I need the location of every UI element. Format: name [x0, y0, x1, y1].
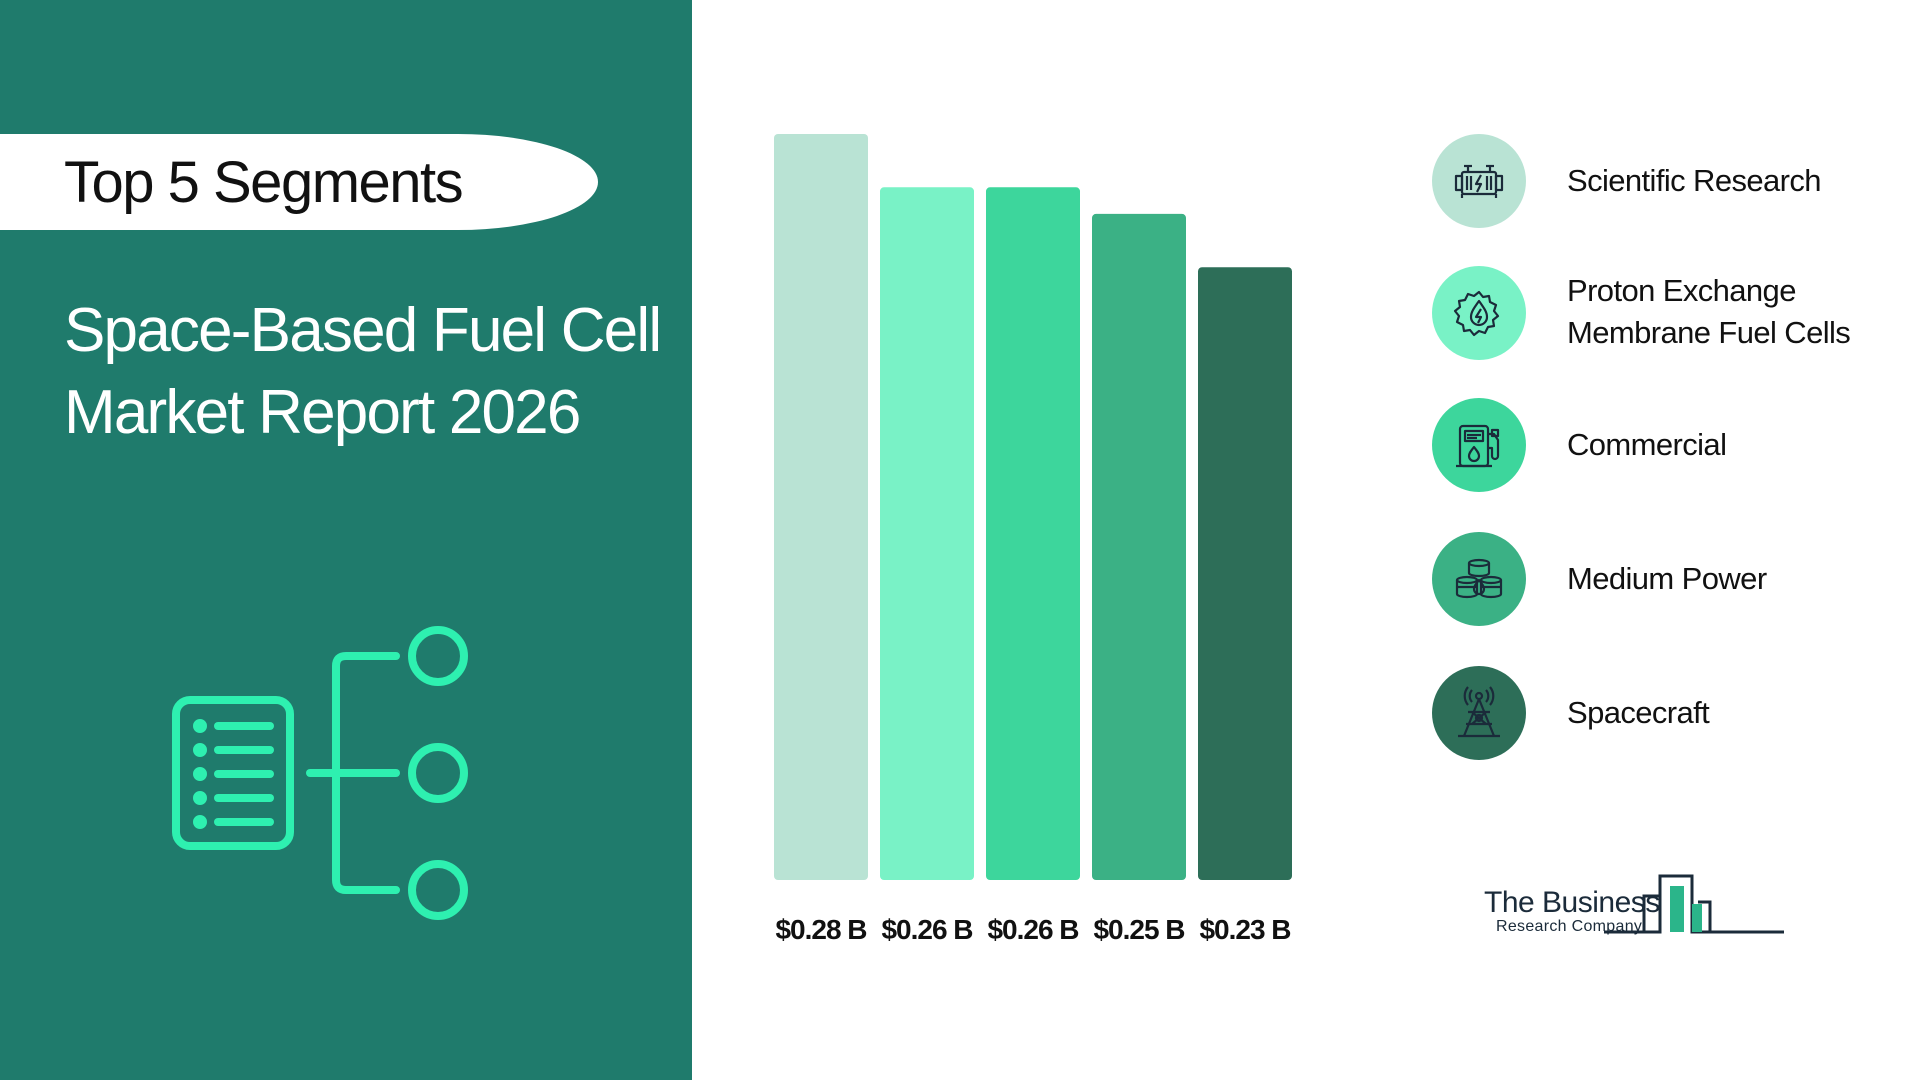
bar-1 [774, 134, 868, 880]
report-title-line1: Space-Based Fuel Cell [64, 296, 662, 365]
bar-value-label: $0.26 B [987, 914, 1079, 945]
legend-item: Proton Exchange Membrane Fuel Cells [1432, 266, 1892, 362]
legend-label-line: Proton Exchange [1567, 273, 1796, 308]
report-title-line2: Market Report 2026 [64, 378, 581, 447]
legend-label: Proton Exchange Membrane Fuel Cells [1567, 270, 1851, 354]
bar-5 [1198, 267, 1292, 880]
legend-label-line: Spacecraft [1567, 695, 1710, 730]
bar-chart: $0.28 B $0.26 B $0.26 B $0.25 B $0.23 B [740, 120, 1320, 960]
segments-tree-icon [172, 626, 468, 920]
legend-label-line: Medium Power [1567, 561, 1767, 596]
fuel-barrels-icon [1432, 532, 1526, 626]
legend-label: Scientific Research [1567, 160, 1822, 202]
transmission-tower-icon [1432, 666, 1526, 760]
fuel-cell-stack-icon [1432, 134, 1526, 228]
logo-line2: Research Company [1496, 918, 1643, 935]
logo-buildings-icon [1604, 874, 1784, 934]
bar-2 [880, 187, 974, 880]
legend-label: Spacecraft [1567, 692, 1710, 734]
left-panel: Top 5 Segments Space-Based Fuel Cell Mar… [0, 0, 692, 1080]
fuel-station-icon [1432, 398, 1526, 492]
legend-item: Spacecraft [1432, 666, 1892, 762]
bar-4 [1092, 213, 1186, 880]
bar-value-label: $0.25 B [1093, 914, 1185, 945]
bar-3 [986, 187, 1080, 880]
legend-label: Commercial [1567, 424, 1727, 466]
legend-label-line: Scientific Research [1567, 163, 1822, 198]
legend-item: Medium Power [1432, 532, 1892, 628]
logo-line1: The Business [1484, 886, 1660, 919]
legend-label-line: Membrane Fuel Cells [1567, 315, 1851, 350]
legend-label: Medium Power [1567, 558, 1767, 600]
report-title: Space-Based Fuel Cell Market Report 2026 [64, 290, 684, 454]
energy-gear-icon [1432, 266, 1526, 360]
legend-label-line: Commercial [1567, 427, 1727, 462]
segments-pill [0, 134, 598, 230]
bar-data-labels: $0.28 B $0.26 B $0.26 B $0.25 B $0.23 B [740, 120, 1320, 960]
legend-item: Commercial [1432, 398, 1892, 494]
pill-title: Top 5 Segments [64, 150, 464, 215]
company-logo: The Business Research Company [1484, 846, 1794, 946]
legend-item: Scientific Research [1432, 134, 1892, 230]
legend: Scientific Research Proton Exchange Membra… [1432, 134, 1892, 760]
bar-value-label: $0.26 B [881, 914, 973, 945]
bar-value-label: $0.28 B [775, 914, 867, 945]
bar-chart-plot [774, 134, 1292, 880]
bar-value-label: $0.23 B [1199, 914, 1291, 945]
